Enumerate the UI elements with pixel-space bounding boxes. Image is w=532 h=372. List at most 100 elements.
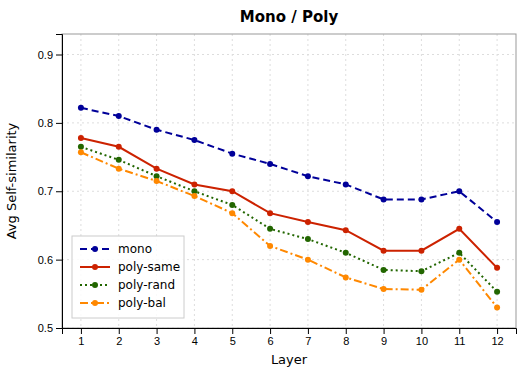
point (381, 267, 387, 273)
point (267, 210, 273, 216)
legend-marker (92, 300, 98, 306)
point (494, 289, 500, 295)
x-tick-mark (81, 328, 82, 334)
legend-item: mono (80, 242, 152, 256)
x-tick: 10 (416, 328, 428, 347)
point (267, 226, 273, 232)
y-tick-label: 0.9 (38, 49, 53, 61)
point (154, 178, 160, 184)
x-tick: 9 (381, 328, 387, 347)
x-tick-mark (270, 328, 271, 334)
x-tick: 7 (305, 328, 311, 347)
point (78, 144, 84, 150)
plot-frame (62, 34, 516, 328)
x-tick-mark (157, 328, 158, 334)
x-tick: 12 (491, 328, 503, 347)
point (418, 287, 424, 293)
legend: mono poly-same poly-rand poly-bal (72, 236, 184, 318)
x-tick-label: 7 (305, 335, 311, 347)
point (456, 188, 462, 194)
y-tick: 0.5 (38, 322, 62, 334)
point (229, 188, 235, 194)
title: Mono / Poly (240, 8, 339, 26)
series-line (81, 108, 497, 222)
x-tick-mark (346, 328, 347, 334)
point (343, 181, 349, 187)
x-tick: 6 (268, 328, 274, 347)
x-axis: 123456789101112 (63, 328, 517, 347)
x-tick: 1 (78, 328, 84, 347)
x-tick-mark (194, 328, 195, 334)
legend-label: poly-bal (118, 296, 166, 310)
x-tick-label: 1 (78, 335, 84, 347)
legend-box (72, 236, 184, 318)
x-tick-label: 9 (381, 335, 387, 347)
x-tick-mark (384, 328, 385, 334)
grid-line-x (194, 34, 195, 328)
legend-item: poly-bal (80, 296, 166, 310)
point (343, 274, 349, 280)
x-axis-title: Layer (271, 352, 308, 367)
legend-label: poly-rand (118, 278, 175, 292)
y-axis: 0.50.60.70.80.9 (38, 35, 63, 335)
x-tick: 4 (192, 328, 198, 347)
legend-label: mono (118, 242, 152, 256)
point (456, 257, 462, 263)
x-tick-label: 3 (154, 335, 160, 347)
y-axis-line (56, 35, 63, 329)
grid-line-y (62, 54, 516, 55)
legend-marker (92, 246, 98, 252)
point (78, 135, 84, 141)
y-tick-mark (56, 328, 62, 329)
point (154, 166, 160, 172)
point (229, 151, 235, 157)
point (418, 268, 424, 274)
y-tick-mark (56, 260, 62, 261)
point (191, 193, 197, 199)
x-tick-label: 6 (268, 335, 274, 347)
point (418, 196, 424, 202)
series (78, 135, 500, 271)
x-tick: 2 (116, 328, 122, 347)
point (494, 304, 500, 310)
y-tick: 0.6 (38, 254, 62, 266)
y-tick-mark (56, 55, 62, 56)
point (116, 166, 122, 172)
point (343, 227, 349, 233)
point (456, 250, 462, 256)
x-tick: 11 (454, 328, 465, 347)
x-tick-mark (421, 328, 422, 334)
x-tick: 5 (230, 328, 236, 347)
y-tick-mark (56, 123, 62, 124)
legend-label: poly-same (118, 260, 180, 274)
point (191, 137, 197, 143)
point (267, 161, 273, 167)
grid (62, 34, 516, 328)
series-line (81, 147, 497, 292)
series (78, 144, 500, 295)
legend-item: poly-same (80, 260, 180, 274)
point (78, 149, 84, 155)
series-group (78, 105, 500, 311)
x-tick-label: 8 (343, 335, 349, 347)
legend-item: poly-rand (80, 278, 175, 292)
point (78, 105, 84, 111)
y-tick-label: 0.7 (38, 185, 53, 197)
point (116, 157, 122, 163)
y-tick-label: 0.6 (38, 254, 53, 266)
x-tick: 3 (154, 328, 160, 347)
y-tick: 0.7 (38, 185, 62, 197)
x-tick-mark (308, 328, 309, 334)
point (267, 243, 273, 249)
grid-line-x (383, 34, 384, 328)
x-tick-mark (232, 328, 233, 334)
x-tick-label: 5 (230, 335, 236, 347)
point (229, 202, 235, 208)
point (381, 286, 387, 292)
point (381, 196, 387, 202)
y-tick-mark (56, 191, 62, 192)
chart: 1234567891011120.50.60.70.80.9monopoly-s… (0, 0, 532, 372)
x-tick-mark (119, 328, 120, 334)
point (381, 248, 387, 254)
point (305, 219, 311, 225)
